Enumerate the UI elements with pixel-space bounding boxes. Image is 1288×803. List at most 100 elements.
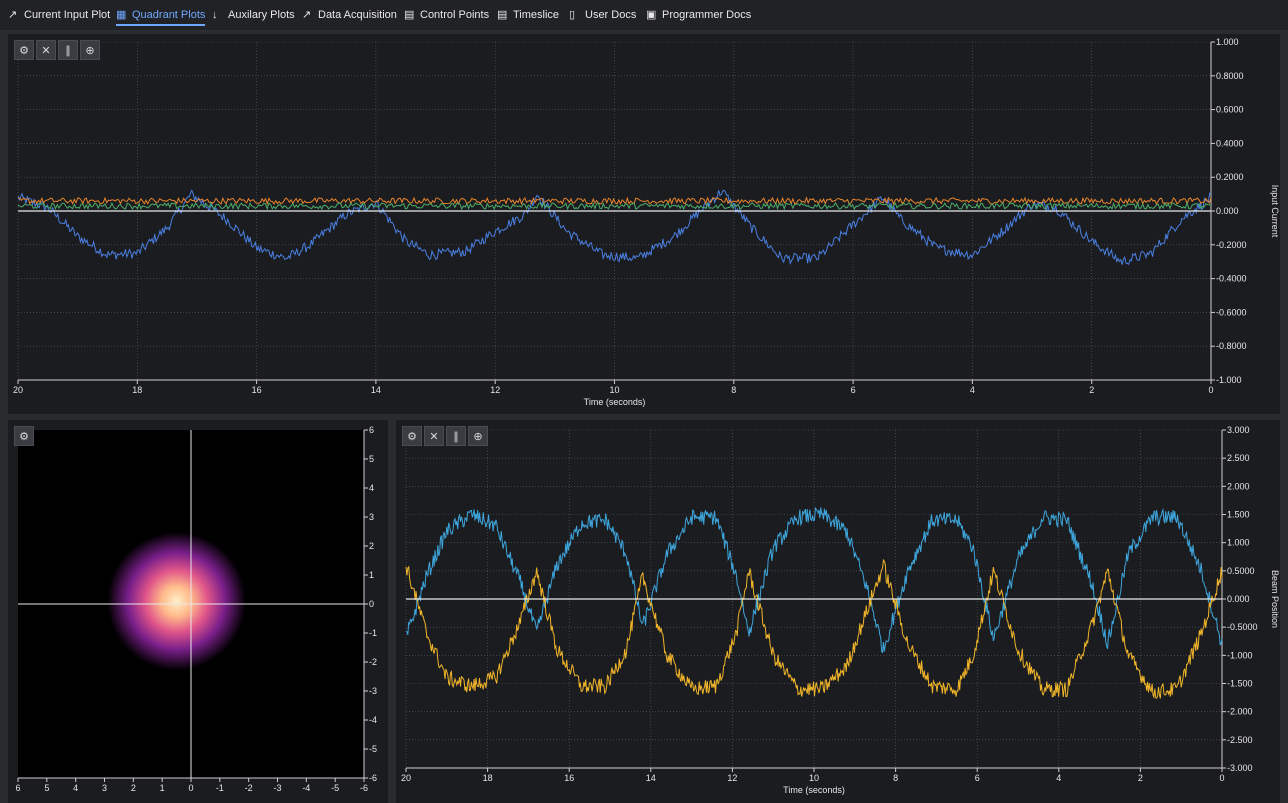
close-icon[interactable]: ✕ <box>424 426 444 446</box>
x-tick-label: -2 <box>245 783 253 793</box>
tab-quadrant-plots[interactable]: ▦ Quadrant Plots <box>116 8 206 26</box>
x-tick-label: 18 <box>483 773 493 783</box>
y-tick-label: -1.000 <box>1216 375 1242 385</box>
series-line-0 <box>17 189 1212 266</box>
x-tick-label: -6 <box>360 783 368 793</box>
y-tick-label: -1 <box>369 628 377 638</box>
x-tick-label: 5 <box>44 783 49 793</box>
y-tick-label: -4 <box>369 715 377 725</box>
tab-user-docs[interactable]: ▯ User Docs <box>569 9 637 21</box>
x-tick-label: 20 <box>401 773 411 783</box>
x-axis-title: Time (seconds) <box>783 785 845 795</box>
x-tick-label: 12 <box>727 773 737 783</box>
tab-data-acquisition[interactable]: ↗ Data Acquisition <box>302 9 397 21</box>
y-tick-label: -0.5000 <box>1227 622 1258 632</box>
x-tick-label: 4 <box>970 385 975 395</box>
crosshair-icon[interactable]: ⊕ <box>80 40 100 60</box>
x-tick-label: 20 <box>13 385 23 395</box>
y-tick-label: 2.500 <box>1227 453 1250 463</box>
line-chart-icon: ↗ <box>8 9 18 21</box>
top-nav-bar: ↗ Current Input Plot ▦ Quadrant Plots ↓ Aux… <box>0 0 1288 31</box>
y-tick-label: 1.500 <box>1227 510 1250 520</box>
beam-spot-chart[interactable]: 6 5 4 3 2 1 0 -1 -2 -3 -4 -5 -6 6 5 4 3 2 1 0 -1 -2 -3 -4 -5 -6 <box>8 420 388 803</box>
x-tick-label: 4 <box>73 783 78 793</box>
y-tick-label: 3 <box>369 512 374 522</box>
y-tick-label: -0.2000 <box>1216 240 1247 250</box>
y-tick-label: -0.6000 <box>1216 307 1247 317</box>
x-tick-label: 1 <box>160 783 165 793</box>
y-tick-label: 0 <box>369 599 374 609</box>
y-tick-label: -2.500 <box>1227 735 1253 745</box>
tab-auxilary-plots[interactable]: ↓ Auxilary Plots <box>212 9 295 21</box>
settings-gear-icon[interactable]: ⚙ <box>402 426 422 446</box>
tab-timeslice[interactable]: ▤ Timeslice <box>497 9 560 21</box>
x-tick-label: 2 <box>131 783 136 793</box>
y-tick-label: 5 <box>369 454 374 464</box>
y-tick-label: -5 <box>369 744 377 754</box>
x-tick-label: 8 <box>893 773 898 783</box>
settings-gear-icon[interactable]: ⚙ <box>14 40 34 60</box>
x-tick-label: 6 <box>975 773 980 783</box>
close-icon[interactable]: ✕ <box>36 40 56 60</box>
series-line-1 <box>17 196 1212 206</box>
series-line-2 <box>17 201 1212 211</box>
beam-spot-toolbar: ⚙ <box>14 426 34 446</box>
x-tick-label: 2 <box>1138 773 1143 783</box>
x-tick-label: 2 <box>1089 385 1094 395</box>
x-tick-label: -4 <box>302 783 310 793</box>
y-tick-label: 3.000 <box>1227 425 1250 435</box>
x-tick-label: 14 <box>371 385 381 395</box>
x-tick-label: 10 <box>609 385 619 395</box>
tab-programmer-docs[interactable]: ▣ Programmer Docs <box>646 9 752 21</box>
grid-icon: ▦ <box>116 9 127 21</box>
beam-position-chart[interactable]: 20 18 16 14 12 10 8 6 4 2 03.0002.5002.0001.5001.0… <box>396 420 1280 803</box>
y-axis-title: Input Current <box>1270 185 1280 238</box>
crosshair-icon[interactable]: ⊕ <box>468 426 488 446</box>
pause-icon[interactable]: ∥ <box>446 426 466 446</box>
tab-control-points[interactable]: ▤ Control Points <box>404 9 490 21</box>
y-tick-label: 1.000 <box>1227 538 1250 548</box>
x-tick-label: 6 <box>851 385 856 395</box>
book-icon: ▯ <box>569 9 576 21</box>
y-tick-label: -0.4000 <box>1216 274 1247 284</box>
x-tick-label: 0 <box>1208 385 1213 395</box>
beam-position-toolbar: ⚙ ✕ ∥ ⊕ <box>402 426 488 446</box>
y-tick-label: -2 <box>369 657 377 667</box>
x-tick-label: -5 <box>331 783 339 793</box>
y-tick-label: 0.000 <box>1227 594 1250 604</box>
y-tick-label: -3.000 <box>1227 763 1253 773</box>
beam-spot-panel: 6 5 4 3 2 1 0 -1 -2 -3 -4 -5 -6 6 5 4 3 2 1 0 -1 -2 -3 -4 -5 -6 ⚙ <box>8 420 388 803</box>
series-line-1 <box>405 558 1223 699</box>
y-tick-label: 0.2000 <box>1216 172 1244 182</box>
y-tick-label: 1 <box>369 570 374 580</box>
input-current-chart[interactable]: 20 18 16 14 12 10 8 6 4 2 01.0000.80000.60000.4000… <box>8 34 1280 414</box>
x-tick-label: 8 <box>731 385 736 395</box>
pause-icon[interactable]: ∥ <box>58 40 78 60</box>
y-tick-label: 0.5000 <box>1227 566 1255 576</box>
x-tick-label: 16 <box>564 773 574 783</box>
x-tick-label: 14 <box>646 773 656 783</box>
input-current-panel: 20 18 16 14 12 10 8 6 4 2 0 1.000 0.8000 0.6000 0.4000… <box>8 34 1280 414</box>
y-tick-label: 0.4000 <box>1216 138 1244 148</box>
terminal-icon: ▣ <box>646 9 657 21</box>
x-tick-label: -1 <box>216 783 224 793</box>
x-tick-label: 3 <box>102 783 107 793</box>
beam-position-panel: 20 18 16 14 12 10 8 6 4 2 0 3.000 2.500 2.000 1.500 1.0… <box>396 420 1280 803</box>
y-tick-label: 2 <box>369 541 374 551</box>
tab-current-input-plot[interactable]: ↗ Current Input Plot <box>8 9 111 21</box>
area-chart-icon: ↗ <box>302 9 312 21</box>
settings-gear-icon[interactable]: ⚙ <box>14 426 34 446</box>
y-tick-label: -0.8000 <box>1216 341 1247 351</box>
table-icon: ▤ <box>404 9 415 21</box>
input-current-toolbar: ⚙ ✕ ∥ ⊕ <box>14 40 100 60</box>
x-tick-label: 4 <box>1056 773 1061 783</box>
x-tick-label: 16 <box>252 385 262 395</box>
y-tick-label: -1.000 <box>1227 650 1253 660</box>
y-tick-label: -1.500 <box>1227 679 1253 689</box>
beam-spot <box>107 531 246 671</box>
x-tick-label: 18 <box>132 385 142 395</box>
y-tick-label: -3 <box>369 686 377 696</box>
y-tick-label: 6 <box>369 425 374 435</box>
y-tick-label: -2.000 <box>1227 707 1253 717</box>
x-tick-label: -3 <box>273 783 281 793</box>
